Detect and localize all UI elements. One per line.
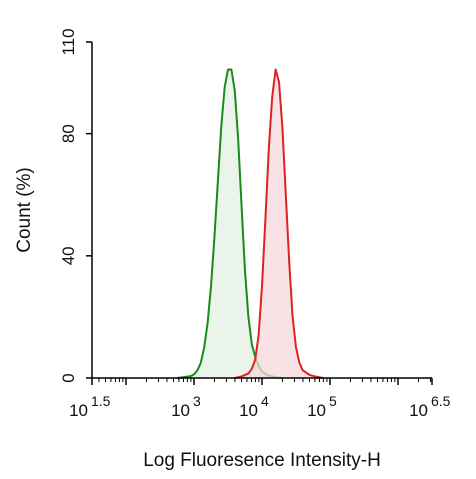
y-tick-label: 110 (59, 28, 78, 55)
y-axis-label: Count (%) (14, 167, 35, 253)
x-tick-exponent: 1.5 (91, 393, 111, 409)
x-tick-base: 10 (409, 401, 428, 420)
x-tick-base: 10 (171, 401, 190, 420)
plot-area (176, 68, 324, 379)
x-tick-exponent: 6.5 (431, 393, 451, 409)
x-tick-base: 10 (307, 401, 326, 420)
y-tick-label: 80 (59, 124, 78, 143)
series-2-fill (234, 69, 324, 379)
x-tick-base: 10 (239, 401, 258, 420)
x-tick-exponent: 4 (261, 393, 269, 409)
x-tick-label: 10 3 (171, 393, 201, 420)
x-tick-label: 10 6.5 (409, 393, 451, 420)
y-tick-label: 0 (59, 373, 78, 382)
x-tick-label: 10 4 (239, 393, 269, 420)
x-tick-base: 10 (69, 401, 88, 420)
y-tick-label: 40 (59, 246, 78, 265)
x-axis-label: Log Fluoresence Intensity-H (143, 450, 381, 471)
x-tick-label: 10 1.5 (69, 393, 111, 420)
x-tick-exponent: 5 (329, 393, 337, 409)
x-tick-exponent: 3 (193, 393, 201, 409)
x-tick-label: 10 5 (307, 393, 337, 420)
series-2-line (234, 68, 324, 379)
series-1-fill (177, 69, 283, 379)
